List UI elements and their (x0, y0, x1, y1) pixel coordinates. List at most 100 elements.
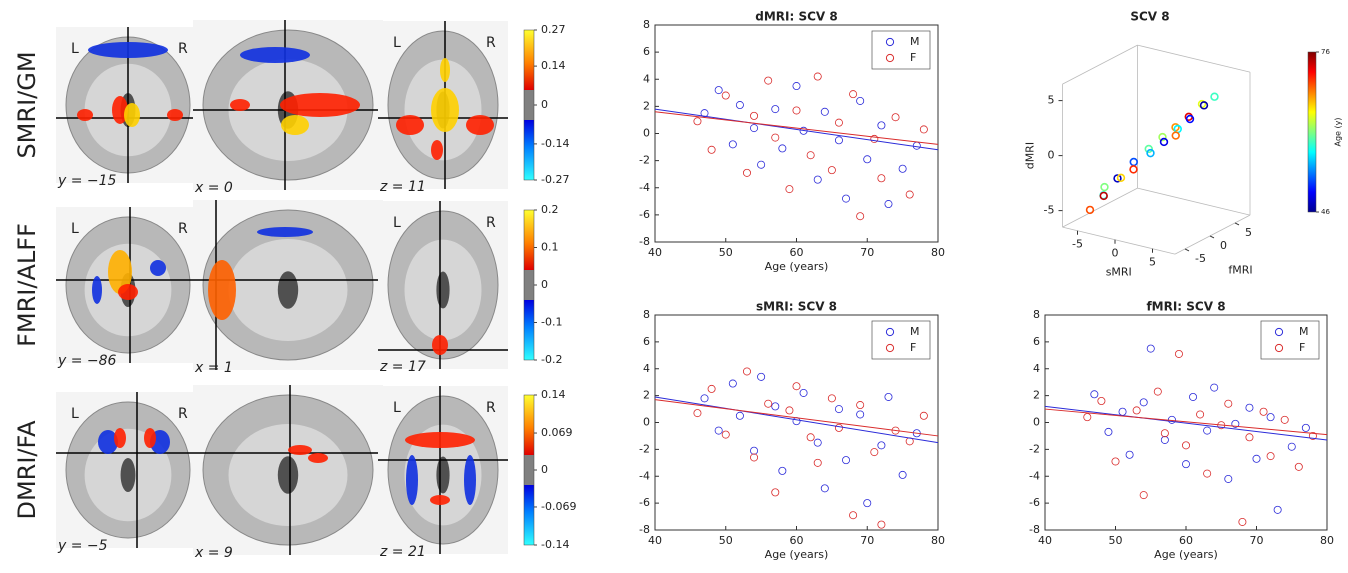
data-point (827, 394, 836, 403)
activation-blob (431, 88, 459, 132)
data-point (1139, 398, 1148, 407)
side-label: L (71, 41, 79, 57)
data-point (792, 82, 801, 91)
data-point (1210, 383, 1219, 392)
activation-blob (240, 47, 310, 63)
brain-ventricle (436, 456, 450, 494)
data-point (757, 160, 766, 169)
row-label: SMRI/GM (13, 51, 41, 158)
data-point (721, 91, 730, 100)
data-point (834, 136, 843, 145)
data-point (863, 155, 872, 164)
data-point (728, 140, 737, 149)
y-tick-label: 6 (643, 45, 650, 58)
activation-blob (464, 455, 476, 505)
y-tick-label: 6 (1033, 335, 1040, 348)
side-label: L (393, 35, 401, 51)
colorbar-tick-label: 76 (1321, 48, 1330, 56)
legend (871, 30, 931, 70)
box-edge (1062, 226, 1176, 255)
activation-blob (208, 260, 236, 320)
data-point (785, 406, 794, 415)
data-point (792, 106, 801, 115)
y-tick-label: 8 (643, 308, 650, 321)
side-label: R (178, 41, 188, 57)
box-edge (1137, 187, 1251, 216)
data-point (1182, 460, 1191, 469)
slice-coordinate: z = 11 (379, 179, 426, 195)
activation-blob (280, 93, 360, 117)
data-point (877, 121, 886, 130)
y-tick-label: -6 (1029, 496, 1040, 509)
activation-blob (308, 453, 328, 463)
data-point (799, 388, 808, 397)
data-point (842, 194, 851, 203)
data-point (849, 511, 858, 520)
data-point (1158, 132, 1167, 142)
data-point (1139, 491, 1148, 500)
data-point (1113, 174, 1122, 183)
x-tick-label: 80 (931, 534, 945, 547)
data-point (870, 134, 879, 143)
x-tick-label: 40 (648, 534, 662, 547)
x-tick-label: 50 (1109, 534, 1123, 547)
data-point (849, 90, 858, 99)
data-point (1116, 173, 1126, 183)
colorbar-tick-label: 0.14 (541, 59, 566, 72)
data-point (771, 105, 780, 114)
data-point (1259, 407, 1268, 416)
y-tick-label: 0 (643, 416, 650, 429)
data-point (877, 520, 886, 529)
x-tick-label: 80 (1320, 534, 1334, 547)
activation-blob (112, 96, 128, 124)
data-point (693, 409, 702, 418)
colorbar-tick-label: -0.14 (541, 137, 569, 150)
data-point (771, 133, 780, 142)
data-point (1189, 392, 1198, 401)
y-tick-label: 0 (1033, 416, 1040, 429)
data-point (813, 438, 822, 447)
activation-blob (230, 99, 250, 111)
data-point (1083, 413, 1092, 422)
data-point (700, 394, 709, 403)
x-axis-label: Age (years) (765, 260, 829, 273)
data-point (1144, 144, 1153, 154)
data-point (813, 458, 822, 467)
colorbar-tick-label: 0.1 (541, 241, 559, 254)
y-tick-label: 4 (643, 72, 650, 85)
data-point (792, 382, 801, 391)
colorbar-tick-label: 0 (541, 278, 548, 291)
z-tick-label: -5 (1044, 204, 1055, 217)
x-tick-label: 5 (1149, 256, 1156, 269)
colorbar-tick-label: -0.27 (541, 173, 569, 186)
data-point (750, 446, 759, 455)
data-point (1160, 435, 1169, 444)
data-point (863, 499, 872, 508)
colorbar (523, 209, 535, 361)
colorbar-tick-label: 0.14 (541, 388, 566, 401)
data-point (1308, 431, 1317, 440)
data-point (757, 372, 766, 381)
side-label: R (178, 221, 188, 237)
data-point (750, 111, 759, 120)
y-tick-label: 8 (643, 18, 650, 31)
y-tick-label: 2 (1033, 389, 1040, 402)
data-point (806, 151, 815, 160)
y-tick-label: -2 (1029, 442, 1040, 455)
x-tick-label: 70 (860, 246, 874, 259)
y-tick-label: 4 (1033, 362, 1040, 375)
y-tick-label: 5 (1245, 226, 1252, 239)
box-edge (1137, 44, 1251, 73)
y-tick-label: -8 (1029, 523, 1040, 536)
brain-ventricle (436, 271, 450, 309)
data-point (1199, 101, 1209, 110)
data-point (1231, 419, 1240, 428)
activation-blob (432, 335, 448, 355)
data-point (785, 185, 794, 194)
box-edge (1174, 214, 1251, 255)
colorbar (1307, 51, 1317, 213)
data-point (1185, 114, 1195, 124)
colorbar-tick-label: 0.069 (541, 426, 573, 439)
data-point (856, 410, 865, 419)
data-point (877, 174, 886, 183)
